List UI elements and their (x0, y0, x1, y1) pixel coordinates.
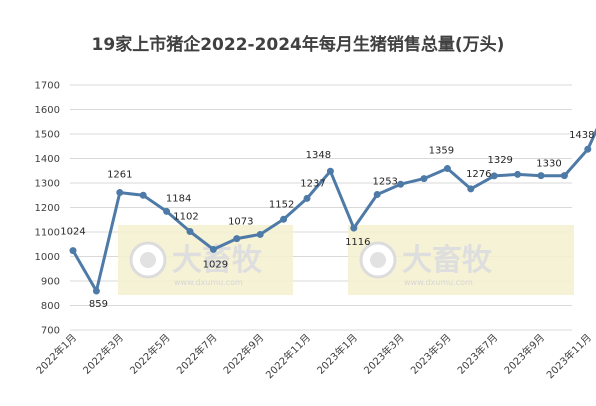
y-tick-label: 700 (41, 326, 60, 337)
data-label: 859 (89, 299, 108, 310)
y-tick-label: 1400 (35, 154, 60, 165)
data-point (163, 207, 171, 215)
data-label: 1152 (269, 199, 294, 210)
data-point (584, 145, 592, 153)
data-point (303, 194, 311, 202)
data-point (233, 235, 241, 243)
x-tick-label: 2023年5月 (408, 331, 454, 377)
data-point (209, 245, 217, 253)
x-tick-label: 2022年1月 (33, 331, 79, 377)
data-label: 1184 (166, 193, 191, 204)
data-point (350, 224, 358, 232)
data-label: 1237 (300, 178, 325, 189)
data-point (560, 172, 568, 180)
data-label: 1330 (536, 159, 561, 170)
data-point (92, 287, 100, 295)
data-point (139, 191, 147, 199)
x-tick-label: 2022年5月 (127, 331, 173, 377)
data-point (186, 228, 194, 236)
x-tick-label: 2022年9月 (220, 331, 266, 377)
x-tick-label: 2022年3月 (80, 331, 126, 377)
data-point (537, 172, 545, 180)
watermark-logo-inner-icon (370, 252, 386, 268)
data-label: 1253 (372, 177, 397, 188)
data-point (256, 230, 264, 238)
watermark-logo-inner-icon (140, 252, 156, 268)
y-tick-label: 1600 (35, 105, 60, 116)
data-point (397, 180, 405, 188)
data-point (467, 185, 475, 193)
x-tick-label: 2023年1月 (314, 331, 360, 377)
x-tick-label: 2023年9月 (501, 331, 547, 377)
x-tick-label: 2023年7月 (454, 331, 500, 377)
data-label: 1073 (228, 217, 253, 228)
y-tick-label: 1000 (35, 252, 60, 263)
data-point (443, 165, 451, 173)
data-label: 1116 (345, 237, 370, 248)
data-label: 1029 (203, 259, 228, 270)
data-label: 1261 (107, 170, 132, 181)
data-label: 1348 (306, 150, 331, 161)
y-tick-label: 1100 (35, 228, 60, 239)
y-tick-label: 1500 (35, 130, 60, 141)
data-label: 1329 (487, 155, 512, 166)
data-point (280, 215, 288, 223)
data-label: 1438 (569, 130, 594, 141)
x-tick-label: 2023年11月 (544, 331, 594, 381)
data-point (373, 191, 381, 199)
data-label: 1102 (173, 212, 198, 223)
x-tick-label: 2023年3月 (361, 331, 407, 377)
watermark-url: www.dxumu.com (404, 278, 473, 287)
x-tick-label: 2022年11月 (263, 331, 313, 381)
data-point (69, 247, 77, 255)
watermark-url: www.dxumu.com (174, 278, 243, 287)
y-tick-label: 1200 (35, 203, 60, 214)
data-point (490, 172, 498, 180)
data-point (420, 175, 428, 183)
y-tick-label: 1700 (35, 81, 60, 92)
data-point (116, 189, 124, 197)
watermark-brand: 大畜牧 (402, 243, 493, 278)
x-tick-label: 2022年7月 (174, 331, 220, 377)
data-point (514, 170, 522, 178)
data-label: 1276 (466, 169, 491, 180)
y-tick-label: 800 (41, 301, 60, 312)
data-label: 1024 (60, 227, 85, 238)
y-tick-label: 900 (41, 277, 60, 288)
chart-title: 19家上市猪企2022-2024年每月生猪销售总量(万头) (91, 35, 505, 55)
data-label: 1359 (429, 146, 454, 157)
data-point (326, 167, 334, 175)
y-tick-label: 1300 (35, 179, 60, 190)
